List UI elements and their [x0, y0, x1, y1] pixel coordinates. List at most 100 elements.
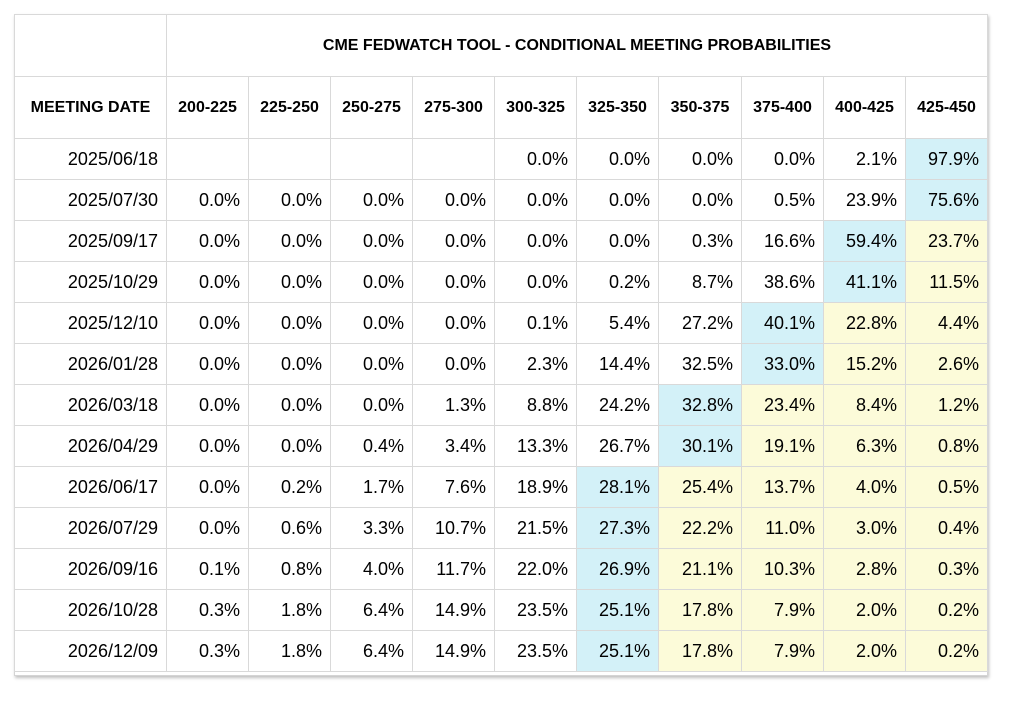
- probability-cell: 21.1%: [658, 548, 742, 590]
- probability-cell: 0.0%: [166, 343, 249, 385]
- probability-cell: [166, 138, 249, 180]
- probability-cell: 8.7%: [658, 261, 742, 303]
- probability-cell: 10.3%: [741, 548, 824, 590]
- probability-cell: 23.5%: [494, 589, 577, 631]
- title-row: CME FEDWATCH TOOL - CONDITIONAL MEETING …: [14, 14, 988, 77]
- probability-cell: 8.4%: [823, 384, 906, 426]
- meeting-date-cell: 2026/04/29: [14, 425, 167, 467]
- probability-cell: 0.8%: [905, 425, 988, 467]
- probability-table: CME FEDWATCH TOOL - CONDITIONAL MEETING …: [14, 14, 988, 672]
- probability-cell: 0.0%: [166, 261, 249, 303]
- table-row: 2026/06/17 0.0% 0.2% 1.7% 7.6% 18.9% 28.1% 25.4…: [14, 466, 988, 508]
- probability-cell: 15.2%: [823, 343, 906, 385]
- probability-cell: 6.4%: [330, 589, 413, 631]
- probability-cell: 0.4%: [330, 425, 413, 467]
- table-row: 2025/07/30 0.0% 0.0% 0.0% 0.0% 0.0% 0.0% 0.0% 0.…: [14, 179, 988, 221]
- probability-cell: 18.9%: [494, 466, 577, 508]
- probability-cell: 13.3%: [494, 425, 577, 467]
- probability-cell: 0.0%: [248, 343, 331, 385]
- probability-cell: 24.2%: [576, 384, 659, 426]
- rate-range-header: 250-275: [330, 76, 413, 139]
- probability-cell: 16.6%: [741, 220, 824, 262]
- table-body: 2025/06/18 0.0% 0.0% 0.0% 0.0% 2.1% 97.9% 2025/…: [14, 138, 988, 672]
- probability-cell: 19.1%: [741, 425, 824, 467]
- probability-cell: 59.4%: [823, 220, 906, 262]
- probability-cell: 0.0%: [576, 138, 659, 180]
- probability-cell: 11.7%: [412, 548, 495, 590]
- probability-cell: 2.0%: [823, 589, 906, 631]
- probability-cell: 0.5%: [741, 179, 824, 221]
- probability-cell: 7.9%: [741, 589, 824, 631]
- table-row: 2026/01/28 0.0% 0.0% 0.0% 0.0% 2.3% 14.4% 32.5%…: [14, 343, 988, 385]
- meeting-date-cell: 2026/10/28: [14, 589, 167, 631]
- meeting-date-cell: 2026/07/29: [14, 507, 167, 549]
- probability-cell: 23.4%: [741, 384, 824, 426]
- probability-cell: 8.8%: [494, 384, 577, 426]
- probability-cell: 0.1%: [494, 302, 577, 344]
- meeting-date-header: MEETING DATE: [14, 76, 167, 139]
- probability-cell: 0.8%: [248, 548, 331, 590]
- probability-cell: 0.0%: [330, 220, 413, 262]
- rate-range-header: 275-300: [412, 76, 495, 139]
- probability-cell: 3.3%: [330, 507, 413, 549]
- probability-cell: 40.1%: [741, 302, 824, 344]
- probability-cell: 6.3%: [823, 425, 906, 467]
- probability-cell: 0.3%: [166, 630, 249, 672]
- probability-cell: 0.0%: [576, 220, 659, 262]
- meeting-date-cell: 2025/07/30: [14, 179, 167, 221]
- rate-range-header: 400-425: [823, 76, 906, 139]
- probability-cell: 14.9%: [412, 630, 495, 672]
- probability-cell: 28.1%: [576, 466, 659, 508]
- probability-cell: 38.6%: [741, 261, 824, 303]
- table-row: 2025/06/18 0.0% 0.0% 0.0% 0.0% 2.1% 97.9%: [14, 138, 988, 180]
- probability-cell: 30.1%: [658, 425, 742, 467]
- table-row: 2025/09/17 0.0% 0.0% 0.0% 0.0% 0.0% 0.0% 0.3% 16…: [14, 220, 988, 262]
- probability-cell: 32.8%: [658, 384, 742, 426]
- probability-cell: 1.8%: [248, 630, 331, 672]
- rate-range-header: 425-450: [905, 76, 988, 139]
- probability-cell: 2.8%: [823, 548, 906, 590]
- probability-cell: 14.4%: [576, 343, 659, 385]
- probability-cell: 27.3%: [576, 507, 659, 549]
- meeting-date-cell: 2026/12/09: [14, 630, 167, 672]
- rate-range-header: 225-250: [248, 76, 331, 139]
- probability-cell: 0.0%: [741, 138, 824, 180]
- probability-cell: 26.7%: [576, 425, 659, 467]
- probability-cell: 14.9%: [412, 589, 495, 631]
- probability-cell: 0.0%: [166, 507, 249, 549]
- probability-cell: 22.0%: [494, 548, 577, 590]
- probability-cell: 1.3%: [412, 384, 495, 426]
- probability-cell: 23.5%: [494, 630, 577, 672]
- probability-cell: 11.0%: [741, 507, 824, 549]
- probability-cell: 2.6%: [905, 343, 988, 385]
- probability-cell: [330, 138, 413, 180]
- probability-cell: 0.0%: [248, 302, 331, 344]
- rate-range-header: 375-400: [741, 76, 824, 139]
- meeting-date-cell: 2025/10/29: [14, 261, 167, 303]
- probability-cell: 22.2%: [658, 507, 742, 549]
- probability-cell: 0.0%: [412, 179, 495, 221]
- meeting-date-cell: 2026/06/17: [14, 466, 167, 508]
- probability-cell: 23.9%: [823, 179, 906, 221]
- probability-cell: 0.0%: [494, 138, 577, 180]
- corner-cell: [14, 14, 167, 77]
- probability-cell: 0.0%: [330, 343, 413, 385]
- probability-cell: 0.3%: [166, 589, 249, 631]
- probability-cell: 0.0%: [248, 261, 331, 303]
- probability-cell: 4.0%: [330, 548, 413, 590]
- probability-cell: [248, 138, 331, 180]
- column-header-row: MEETING DATE 200-225 225-250 250-275 275-30…: [14, 76, 988, 139]
- rate-range-header: 300-325: [494, 76, 577, 139]
- probability-cell: 0.0%: [576, 179, 659, 221]
- probability-cell: 4.4%: [905, 302, 988, 344]
- probability-cell: 2.0%: [823, 630, 906, 672]
- table-row: 2025/12/10 0.0% 0.0% 0.0% 0.0% 0.1% 5.4% 27.2% 4…: [14, 302, 988, 344]
- probability-cell: 21.5%: [494, 507, 577, 549]
- table-row: 2026/12/09 0.3% 1.8% 6.4% 14.9% 23.5% 25.1% 17.…: [14, 630, 988, 672]
- probability-cell: 1.2%: [905, 384, 988, 426]
- probability-cell: 0.3%: [658, 220, 742, 262]
- probability-cell: 2.1%: [823, 138, 906, 180]
- meeting-date-cell: 2026/03/18: [14, 384, 167, 426]
- probability-cell: 0.0%: [330, 261, 413, 303]
- probability-cell: 7.6%: [412, 466, 495, 508]
